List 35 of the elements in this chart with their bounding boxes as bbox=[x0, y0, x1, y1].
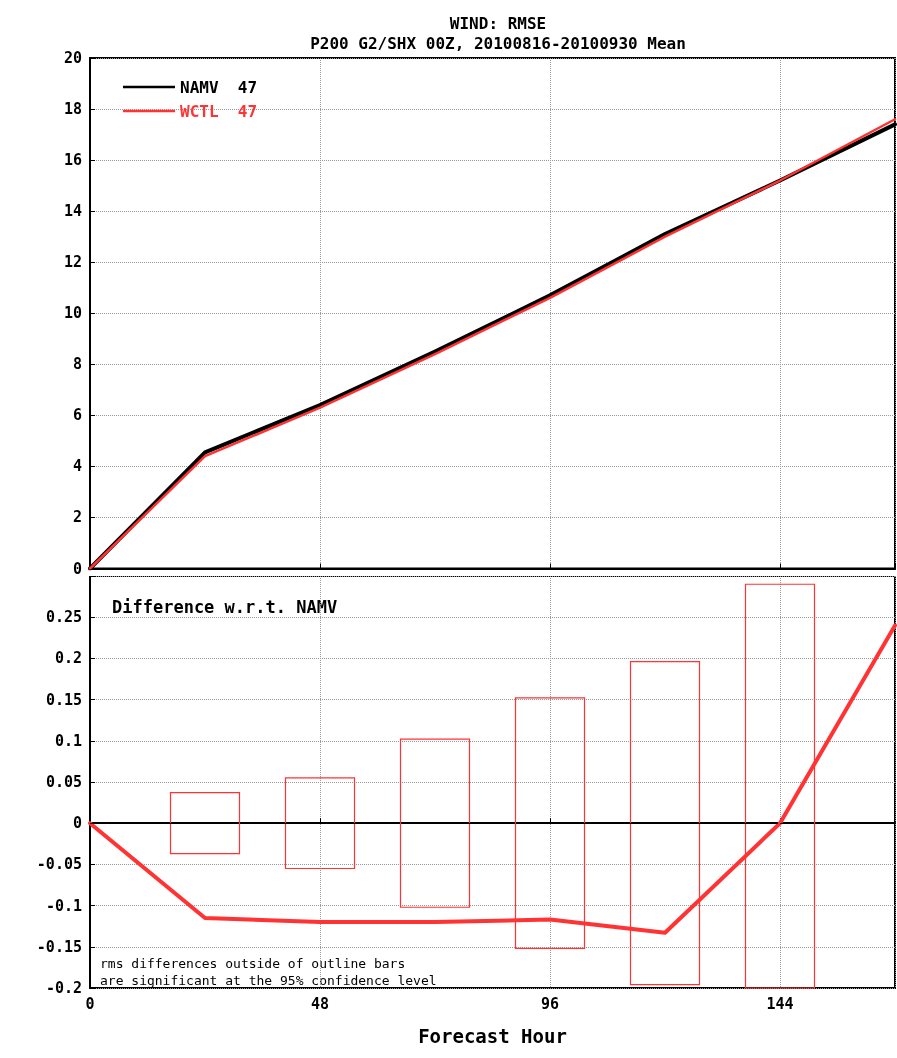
y-tick-label: 0 bbox=[72, 814, 82, 833]
chart-title: WIND: RMSE bbox=[449, 13, 547, 33]
bar bbox=[399, 738, 471, 908]
y-tick-label: 0.25 bbox=[45, 608, 82, 627]
y-tick-label: 0.2 bbox=[54, 649, 82, 668]
y-tick-label: 0 bbox=[72, 559, 82, 578]
bar bbox=[169, 792, 241, 855]
y-tick-label: -0.1 bbox=[45, 896, 82, 915]
x-tick-label: 0 bbox=[85, 994, 95, 1013]
y-tick-label: 20 bbox=[63, 49, 82, 67]
y-tick-label: 14 bbox=[63, 202, 82, 221]
y-tick-label: 18 bbox=[63, 100, 82, 119]
bar bbox=[284, 777, 356, 870]
y-tick-label: 0.1 bbox=[54, 731, 82, 750]
y-tick-label: 2 bbox=[72, 508, 82, 527]
y-tick-label: 0.15 bbox=[45, 690, 82, 709]
legend-label: NAMV 47 bbox=[180, 77, 258, 97]
y-tick-label: 16 bbox=[63, 151, 82, 170]
y-tick-label: 4 bbox=[72, 457, 82, 476]
x-tick-label: 48 bbox=[310, 994, 330, 1013]
y-tick-label: 10 bbox=[63, 304, 82, 323]
y-tick-label: -0.15 bbox=[36, 937, 82, 956]
y-tick-label: -0.2 bbox=[45, 979, 82, 997]
annotation: rms differences outside of outline bars are significant at the 95% confidence level bbox=[100, 956, 437, 988]
y-tick-label: 12 bbox=[63, 253, 82, 272]
legend-label: WCTL 47 bbox=[180, 101, 258, 121]
y-tick-label: 6 bbox=[72, 406, 82, 425]
annotation: Difference w.r.t. NAMV bbox=[112, 596, 338, 617]
x-tick-label: 96 bbox=[540, 994, 560, 1013]
chart-subtitle: P200 G2/SHX 00Z, 20100816-20100930 Mean bbox=[310, 33, 686, 53]
y-tick-label: -0.05 bbox=[36, 855, 82, 874]
x-axis-title: Forecast Hour bbox=[418, 1024, 567, 1047]
y-tick-label: 0.05 bbox=[45, 773, 82, 791]
x-tick-label: 144 bbox=[766, 994, 794, 1013]
y-tick-label: 8 bbox=[72, 355, 82, 374]
